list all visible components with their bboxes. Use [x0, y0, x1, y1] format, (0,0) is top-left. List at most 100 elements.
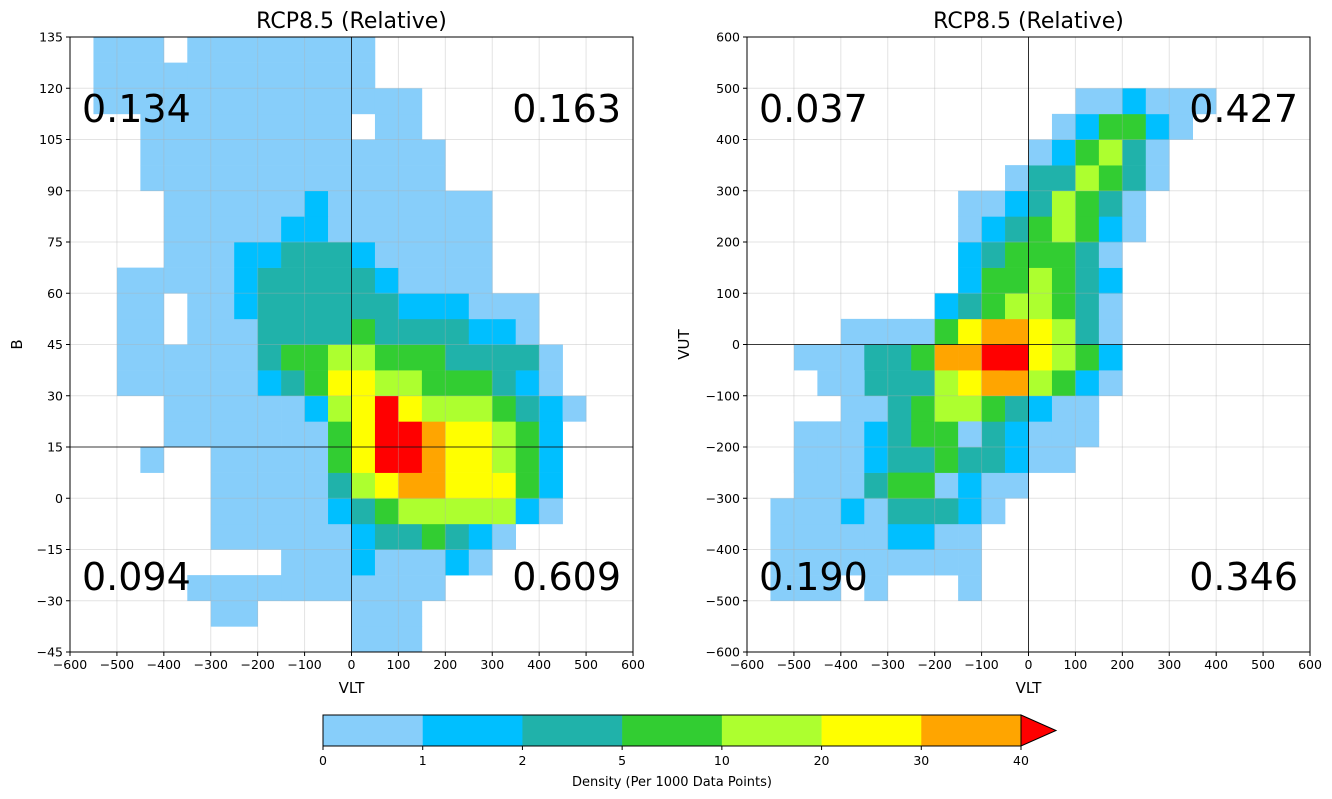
heatmap-cell	[958, 523, 982, 550]
heatmap-cell	[116, 267, 165, 294]
heatmap-cell	[1075, 267, 1100, 294]
quadrant-label-bottom-right: 0.346	[1189, 555, 1298, 599]
heatmap-cell	[958, 447, 1006, 473]
heatmap-cell	[539, 370, 563, 397]
heatmap-cell	[374, 523, 423, 550]
quadrant-label-top-left: 0.037	[759, 87, 868, 131]
heatmap-cell	[257, 370, 282, 397]
heatmap-cell	[281, 242, 352, 268]
heatmap-cell	[328, 472, 352, 499]
heatmap-cell	[445, 447, 493, 473]
heatmap-cell	[374, 88, 399, 115]
heatmap-cell	[840, 472, 865, 499]
heatmap-cell	[304, 395, 329, 422]
quadrant-label-bottom-right: 0.609	[512, 555, 621, 599]
heatmap-cell	[1098, 344, 1123, 371]
heatmap-cell	[1075, 395, 1100, 422]
heatmap-cell	[864, 370, 889, 397]
heatmap-cell	[234, 242, 282, 268]
y-tick-label: 30	[47, 388, 63, 403]
heatmap-cell	[351, 62, 376, 89]
heatmap-cell	[1145, 88, 1170, 115]
heatmap-cell	[374, 267, 399, 294]
x-tick-label: −300	[871, 657, 905, 672]
y-tick-label: 100	[716, 286, 740, 301]
heatmap-cell	[1098, 113, 1123, 140]
y-tick-label: 400	[716, 132, 740, 147]
heatmap-cell	[1098, 165, 1123, 192]
x-tick-label: 200	[433, 657, 457, 672]
x-tick-label: −400	[824, 657, 858, 672]
y-tick-label: 60	[47, 286, 63, 301]
heatmap-cell	[770, 575, 842, 602]
heatmap-cell	[864, 421, 889, 448]
heatmap-cell	[770, 523, 842, 550]
colorbar-segment	[522, 715, 623, 746]
heatmap-cell	[515, 318, 540, 345]
heatmap-cell	[140, 113, 352, 140]
heatmap-cell	[210, 37, 258, 63]
heatmap-cell	[1098, 88, 1123, 115]
heatmap-cell	[981, 318, 1029, 345]
right-panel: −600 −500 −400 −300 −200 −100 0 100 200 300 400 500…	[675, 9, 1322, 697]
heatmap-cell	[421, 447, 446, 473]
heatmap-cell	[864, 344, 889, 371]
colorbar-tick-label: 2	[518, 753, 526, 768]
colorbar-segment	[622, 715, 723, 746]
heatmap-cell	[981, 370, 1029, 397]
heatmap-cell	[958, 472, 982, 499]
panel-title: RCP8.5 (Relative)	[256, 9, 447, 34]
heatmap-cell	[421, 139, 446, 166]
heatmap-cell	[887, 421, 912, 448]
heatmap-cell	[934, 370, 959, 397]
x-tick-label: 600	[1298, 657, 1322, 672]
heatmap-cell	[163, 62, 188, 89]
heatmap-cell	[770, 549, 842, 576]
heatmap-cell	[1051, 242, 1076, 268]
y-axis-label: B	[8, 339, 26, 349]
heatmap-cell	[257, 293, 352, 320]
heatmap-cell	[257, 318, 352, 345]
quadrant-label-bottom-left: 0.190	[759, 555, 868, 599]
heatmap-cell	[93, 88, 376, 115]
heatmap-cell	[1005, 344, 1029, 371]
heatmap-cell	[1075, 216, 1100, 243]
heatmap-cell	[445, 523, 470, 550]
heatmap-cell	[934, 318, 959, 345]
heatmap-cell	[445, 549, 470, 576]
heatmap-cell	[257, 267, 352, 294]
y-tick-label: −400	[706, 542, 740, 557]
heatmap-cell	[304, 344, 329, 371]
heatmap-cell	[840, 498, 865, 525]
heatmap-cell	[515, 498, 540, 525]
heatmap-cell	[374, 370, 423, 397]
heatmap-cell	[304, 421, 329, 448]
heatmap-cell	[981, 242, 1006, 268]
heatmap-cell	[210, 498, 329, 525]
heatmap-cell	[1028, 318, 1053, 345]
heatmap-cell	[1145, 165, 1170, 192]
y-tick-label: −45	[37, 645, 63, 660]
heatmap-cell	[840, 421, 865, 448]
heatmap-cell	[1098, 318, 1123, 345]
heatmap-cell	[140, 139, 423, 166]
y-tick-label: 105	[39, 132, 63, 147]
colorbar-tick-label: 5	[618, 753, 626, 768]
heatmap-cell	[1028, 395, 1053, 422]
heatmap-cell	[304, 216, 329, 243]
heatmap-cell	[981, 216, 1006, 243]
heatmap-cell	[1028, 447, 1076, 473]
colorbar-tick-label: 1	[419, 753, 427, 768]
y-tick-label: 75	[47, 235, 63, 250]
heatmap-cell	[864, 549, 959, 576]
y-tick-label: 120	[39, 81, 63, 96]
heatmap-cell	[515, 472, 540, 499]
heatmap-cell	[1075, 139, 1100, 166]
heatmap-cell	[234, 318, 258, 345]
heatmap-cell	[515, 421, 540, 448]
colorbar-label: Density (Per 1000 Data Points)	[572, 775, 772, 790]
heatmap-cell	[911, 344, 935, 371]
heatmap-cell	[1122, 88, 1147, 115]
y-tick-label: 135	[39, 30, 63, 45]
heatmap-cell	[468, 549, 493, 576]
